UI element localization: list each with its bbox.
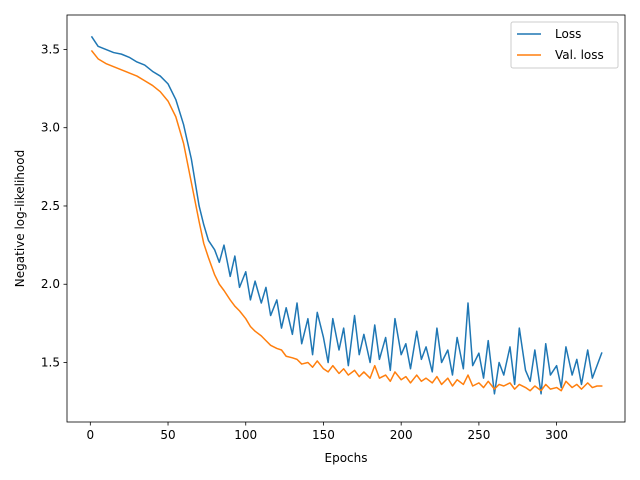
plot-area <box>67 15 625 422</box>
plot-frame <box>66 14 626 423</box>
y-tick-label: 2.5 <box>41 199 60 213</box>
legend-label-loss: Loss <box>555 27 581 41</box>
y-tick-label: 3.5 <box>41 42 60 56</box>
y-tick-label: 1.5 <box>41 356 60 370</box>
x-tick-label: 0 <box>86 428 94 442</box>
y-tick-label: 2.0 <box>41 277 60 291</box>
x-tick-label: 300 <box>545 428 568 442</box>
y-tick-label: 3.0 <box>41 121 60 135</box>
y-axis-title: Negative log-likelihood <box>13 150 27 287</box>
x-tick-label: 50 <box>160 428 175 442</box>
x-axis-title: Epochs <box>325 451 368 465</box>
x-tick-label: 250 <box>467 428 490 442</box>
series-line-loss <box>90 35 603 395</box>
plot-background <box>67 15 625 422</box>
legend-label-val-loss: Val. loss <box>555 48 604 62</box>
axes-layer: 0 50 100 150 200 250 300 1.5 2.0 2.5 3.0 3.5 <box>41 14 626 442</box>
legend: Loss Val. loss <box>510 21 619 69</box>
series-layer <box>90 35 603 395</box>
x-tick-label: 150 <box>312 428 335 442</box>
series-line-val-loss <box>90 49 603 392</box>
x-tick-label: 200 <box>390 428 413 442</box>
x-tick-label: 100 <box>234 428 257 442</box>
